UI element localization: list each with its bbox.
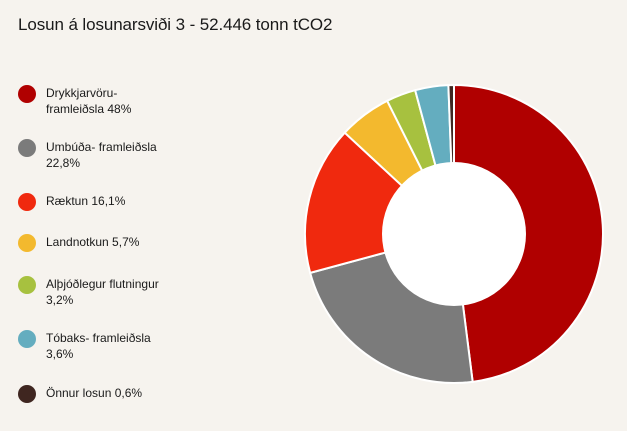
legend-swatch (18, 193, 36, 211)
legend-label: Alþjóðlegur flutningur 3,2% (46, 277, 159, 307)
legend-label: Tóbaks- framleiðsla 3,6% (46, 331, 151, 361)
donut-hole (382, 162, 526, 306)
legend-swatch (18, 234, 36, 252)
chart-title: Losun á losunarsviði 3 - 52.446 tonn tCO… (18, 15, 333, 34)
legend-label: Landnotkun 5,7% (46, 235, 140, 249)
legend-swatch (18, 276, 36, 294)
legend-label: Önnur losun 0,6% (46, 386, 143, 400)
legend-swatch (18, 85, 36, 103)
legend-swatch (18, 385, 36, 403)
legend-label: Ræktun 16,1% (46, 194, 126, 208)
donut-slices (304, 83, 604, 384)
legend-label: Drykkjarvöru- framleiðsla 48% (46, 86, 132, 116)
legend-swatch (18, 139, 36, 157)
donut-slice-0 (453, 83, 604, 383)
legend-label: Umbúða- framleiðsla 22,8% (46, 140, 157, 170)
legend-swatch (18, 330, 36, 348)
